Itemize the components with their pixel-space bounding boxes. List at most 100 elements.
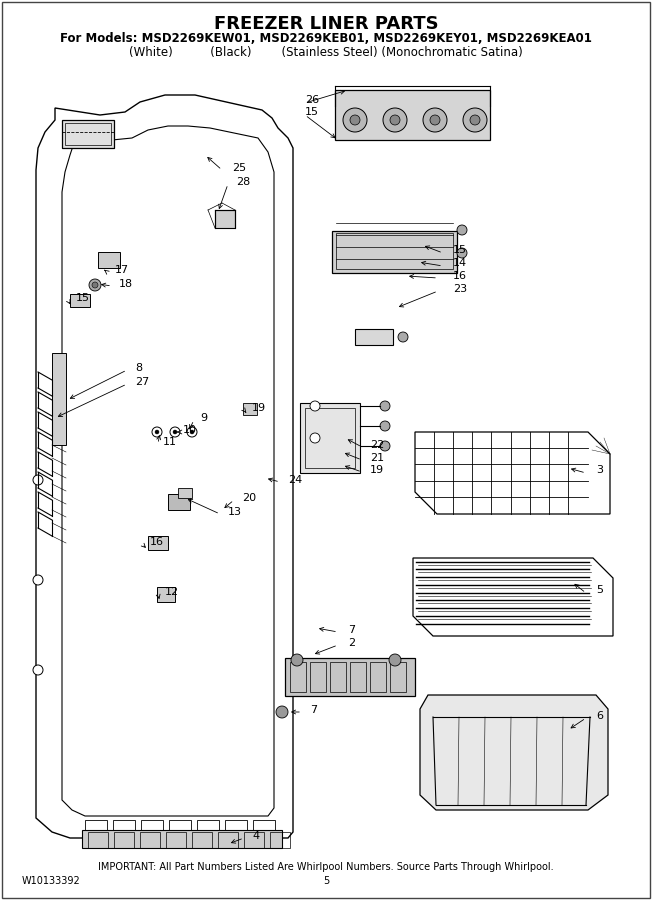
Bar — [243, 403, 257, 415]
Text: 7: 7 — [348, 625, 355, 635]
Circle shape — [152, 427, 162, 437]
Text: 4: 4 — [252, 831, 259, 841]
Circle shape — [380, 441, 390, 451]
Circle shape — [470, 115, 480, 125]
Bar — [370, 662, 386, 692]
Circle shape — [310, 433, 320, 443]
Bar — [336, 233, 453, 269]
Bar — [290, 662, 306, 692]
Bar — [225, 820, 247, 832]
Bar — [157, 587, 175, 602]
Text: 10: 10 — [183, 425, 197, 435]
Bar — [65, 123, 111, 145]
Bar — [85, 820, 107, 832]
Circle shape — [380, 421, 390, 431]
Text: 5: 5 — [323, 876, 329, 886]
Bar — [70, 294, 90, 307]
Circle shape — [430, 115, 440, 125]
Circle shape — [291, 654, 303, 666]
Bar — [390, 662, 406, 692]
Bar — [332, 231, 457, 273]
Bar — [285, 658, 415, 696]
Text: 21: 21 — [370, 453, 384, 463]
Polygon shape — [420, 695, 608, 810]
Circle shape — [173, 430, 177, 434]
Bar — [114, 832, 134, 848]
Circle shape — [457, 225, 467, 235]
Circle shape — [155, 430, 159, 434]
Bar — [355, 329, 393, 345]
Text: 11: 11 — [163, 437, 177, 447]
Circle shape — [33, 475, 43, 485]
Circle shape — [380, 401, 390, 411]
Text: 3: 3 — [596, 465, 603, 475]
Circle shape — [187, 427, 197, 437]
Bar — [148, 536, 168, 550]
Text: 14: 14 — [453, 258, 467, 268]
Text: 19: 19 — [370, 465, 384, 475]
Bar — [141, 820, 163, 832]
Bar — [300, 403, 360, 473]
Circle shape — [423, 108, 447, 132]
Text: (White)          (Black)        (Stainless Steel) (Monochromatic Satina): (White) (Black) (Stainless Steel) (Monoc… — [129, 46, 523, 59]
Text: 16: 16 — [150, 537, 164, 547]
Circle shape — [92, 282, 98, 288]
Circle shape — [463, 108, 487, 132]
Bar — [197, 820, 219, 832]
Text: 8: 8 — [135, 363, 142, 373]
Text: W10133392: W10133392 — [22, 876, 81, 886]
Circle shape — [170, 427, 180, 437]
Bar — [166, 832, 186, 848]
Text: 27: 27 — [135, 377, 149, 387]
Bar — [62, 120, 114, 148]
Text: 15: 15 — [76, 293, 90, 303]
Circle shape — [343, 108, 367, 132]
Text: 15: 15 — [305, 107, 319, 117]
Text: 24: 24 — [288, 475, 303, 485]
Circle shape — [310, 401, 320, 411]
Text: 28: 28 — [236, 177, 250, 187]
Text: 15: 15 — [453, 245, 467, 255]
Bar — [335, 90, 490, 140]
Text: 25: 25 — [232, 163, 246, 173]
Text: 12: 12 — [165, 587, 179, 597]
Circle shape — [389, 654, 401, 666]
Bar — [169, 820, 191, 832]
Bar — [270, 832, 290, 848]
Circle shape — [398, 332, 408, 342]
Bar — [253, 820, 275, 832]
Bar — [218, 832, 238, 848]
Text: 6: 6 — [596, 711, 603, 721]
Text: 5: 5 — [596, 585, 603, 595]
Text: 16: 16 — [453, 271, 467, 281]
Bar — [330, 662, 346, 692]
Circle shape — [276, 706, 288, 718]
Text: 2: 2 — [348, 638, 355, 648]
Bar — [305, 408, 355, 468]
Bar — [350, 662, 366, 692]
Text: 19: 19 — [252, 403, 266, 413]
Text: 20: 20 — [242, 493, 256, 503]
Bar — [113, 820, 135, 832]
Bar — [310, 662, 326, 692]
Text: 22: 22 — [370, 440, 384, 450]
Bar — [140, 832, 160, 848]
Text: 13: 13 — [228, 507, 242, 517]
Circle shape — [33, 665, 43, 675]
Circle shape — [350, 115, 360, 125]
Text: FREEZER LINER PARTS: FREEZER LINER PARTS — [214, 15, 438, 33]
Text: 17: 17 — [115, 265, 129, 275]
Circle shape — [457, 248, 467, 258]
Bar — [178, 488, 192, 498]
Circle shape — [89, 279, 101, 291]
Bar — [52, 353, 66, 445]
Text: 26: 26 — [305, 95, 319, 105]
Bar — [168, 494, 190, 510]
Circle shape — [383, 108, 407, 132]
Text: IMPORTANT: All Part Numbers Listed Are Whirlpool Numbers. Source Parts Through W: IMPORTANT: All Part Numbers Listed Are W… — [98, 862, 554, 872]
Bar — [215, 210, 235, 228]
Text: 7: 7 — [310, 705, 317, 715]
Text: 23: 23 — [453, 284, 467, 294]
Circle shape — [33, 575, 43, 585]
Bar — [88, 832, 108, 848]
